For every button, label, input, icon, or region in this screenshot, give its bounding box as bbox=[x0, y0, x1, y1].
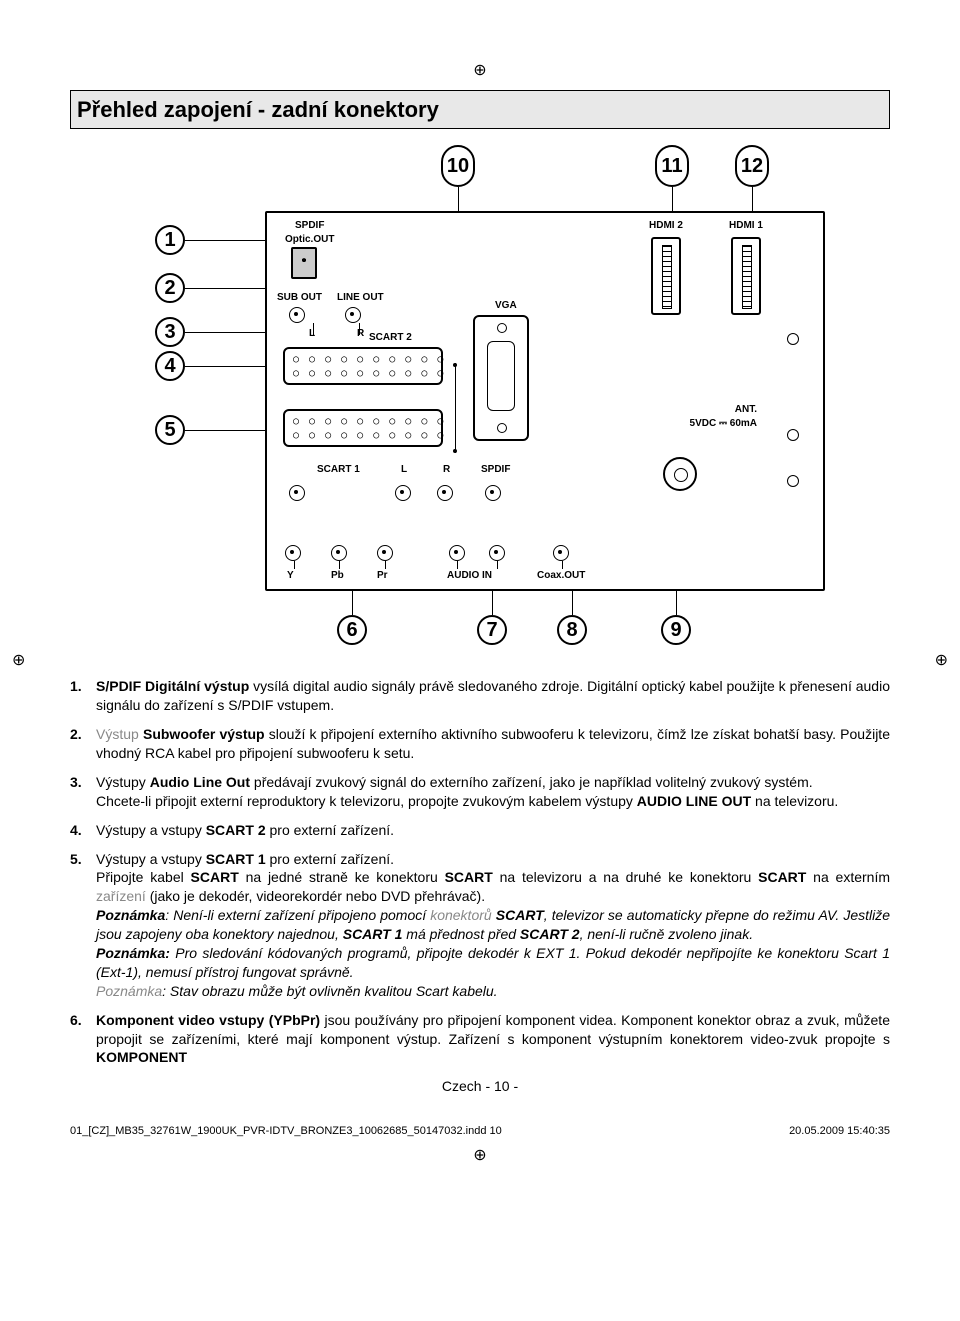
page: Přehled zapojení - zadní konektory 10 11… bbox=[70, 90, 890, 1167]
label-coax-out: Coax.OUT bbox=[537, 569, 585, 583]
item-6: 6.Komponent video vstupy (YPbPr) jsou po… bbox=[70, 1011, 890, 1068]
port-audio-L bbox=[395, 485, 411, 501]
footer-center: Czech - 10 - bbox=[70, 1077, 890, 1096]
callout-2: 2 bbox=[155, 273, 185, 303]
item-4: 4.Výstupy a vstupy SCART 2 pro externí z… bbox=[70, 821, 890, 840]
item-3: 3.Výstupy Audio Line Out předávají zvuko… bbox=[70, 773, 890, 811]
footer-date: 20.05.2009 15:40:35 bbox=[789, 1124, 890, 1139]
callout-12: 12 bbox=[735, 145, 769, 187]
callout-1: 1 bbox=[155, 225, 185, 255]
label-ant: ANT. 5VDC ⎓ 60mA bbox=[637, 403, 757, 430]
port-spdif-optic bbox=[291, 247, 317, 279]
port-audio-sub bbox=[289, 485, 305, 501]
item-4-text: Výstupy a vstupy SCART 2 pro externí zař… bbox=[96, 822, 394, 838]
item-2: 2.Výstup Subwoofer výstup slouží k připo… bbox=[70, 725, 890, 763]
port-line-out bbox=[345, 307, 361, 323]
callout-11: 11 bbox=[655, 145, 689, 187]
registration-mark-top: ⊕ bbox=[70, 60, 890, 82]
connector-diagram: 10 11 12 1 2 3 4 5 6 7 8 9 SPDIF O bbox=[95, 145, 865, 655]
label-audio-in: AUDIO IN bbox=[447, 569, 492, 583]
page-title: Přehled zapojení - zadní konektory bbox=[70, 90, 890, 130]
callout-7: 7 bbox=[477, 615, 507, 645]
label-pr: Pr bbox=[377, 569, 388, 583]
description-list: 1.S/PDIF Digitální výstup vysílá digital… bbox=[70, 677, 890, 1067]
label-L-2: L bbox=[401, 463, 407, 477]
label-pb: Pb bbox=[331, 569, 344, 583]
callout-4: 4 bbox=[155, 351, 185, 381]
footer-row: 01_[CZ]_MB35_32761W_1900UK_PVR-IDTV_BRON… bbox=[70, 1124, 890, 1139]
label-scart1: SCART 1 bbox=[317, 463, 360, 477]
port-scart2 bbox=[283, 347, 443, 385]
label-spdif: SPDIF bbox=[481, 463, 510, 477]
item-1-text: S/PDIF Digitální výstup vysílá digital a… bbox=[96, 678, 890, 713]
port-audioin-L bbox=[449, 545, 465, 561]
port-audioin-R bbox=[489, 545, 505, 561]
callout-9: 9 bbox=[661, 615, 691, 645]
label-hdmi1: HDMI 1 bbox=[729, 219, 763, 233]
registration-mark-right: ⊕ bbox=[935, 650, 948, 672]
port-pb bbox=[331, 545, 347, 561]
label-hdmi2: HDMI 2 bbox=[649, 219, 683, 233]
callout-10: 10 bbox=[441, 145, 475, 187]
label-line-out: LINE OUT bbox=[337, 291, 384, 305]
item-6-text: Komponent video vstupy (YPbPr) jsou použ… bbox=[96, 1012, 890, 1066]
footer-file: 01_[CZ]_MB35_32761W_1900UK_PVR-IDTV_BRON… bbox=[70, 1124, 502, 1139]
port-sub-out bbox=[289, 307, 305, 323]
port-vga bbox=[473, 315, 529, 441]
label-vga: VGA bbox=[495, 299, 517, 313]
callout-5: 5 bbox=[155, 415, 185, 445]
port-spdif-jack bbox=[485, 485, 501, 501]
port-y bbox=[285, 545, 301, 561]
port-audio-R bbox=[437, 485, 453, 501]
item-2-text: Výstup Subwoofer výstup slouží k připoje… bbox=[96, 726, 890, 761]
callout-6: 6 bbox=[337, 615, 367, 645]
port-coaxout bbox=[553, 545, 569, 561]
port-antenna bbox=[663, 457, 697, 491]
callout-8: 8 bbox=[557, 615, 587, 645]
item-1: 1.S/PDIF Digitální výstup vysílá digital… bbox=[70, 677, 890, 715]
label-R-2: R bbox=[443, 463, 450, 477]
item-5-text: Výstupy a vstupy SCART 1 pro externí zař… bbox=[96, 851, 890, 999]
label-sub-out: SUB OUT bbox=[277, 291, 322, 305]
label-scart2: SCART 2 bbox=[369, 331, 412, 345]
item-3-text: Výstupy Audio Line Out předávají zvukový… bbox=[96, 774, 838, 809]
back-panel: SPDIF Optic.OUT SUB OUT LINE OUT L R SCA… bbox=[265, 211, 825, 591]
port-hdmi1 bbox=[731, 237, 761, 315]
registration-mark-bottom: ⊕ bbox=[70, 1145, 890, 1167]
callout-3: 3 bbox=[155, 317, 185, 347]
label-y: Y bbox=[287, 569, 294, 583]
port-scart1 bbox=[283, 409, 443, 447]
registration-mark-left: ⊕ bbox=[12, 650, 25, 672]
port-hdmi2 bbox=[651, 237, 681, 315]
port-pr bbox=[377, 545, 393, 561]
item-5: 5.Výstupy a vstupy SCART 1 pro externí z… bbox=[70, 850, 890, 1001]
label-spdif-optic: SPDIF Optic.OUT bbox=[285, 219, 334, 246]
